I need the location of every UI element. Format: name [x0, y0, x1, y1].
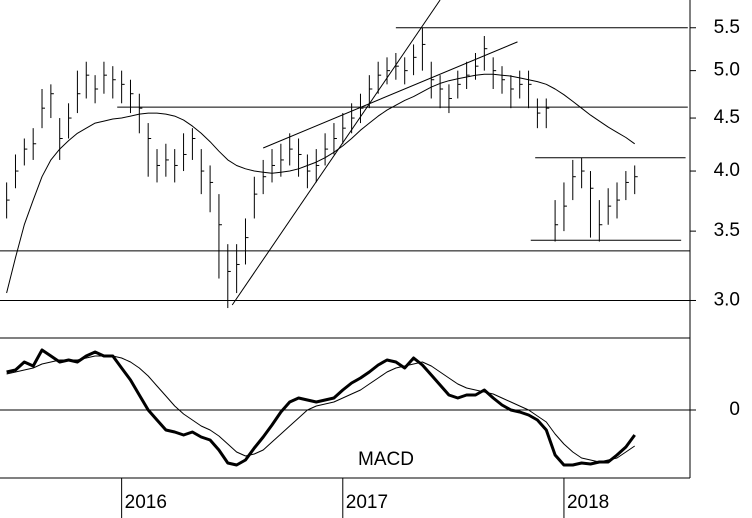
y-tick-label: 3.0	[714, 289, 740, 310]
moving-average	[6, 73, 635, 294]
x-tick-label: 2018	[567, 492, 609, 513]
y-tick-label: 5.5	[714, 17, 740, 38]
y-tick-label: 3.5	[714, 220, 740, 241]
annotation: MACD	[358, 449, 414, 470]
y-tick-label: 4.5	[714, 107, 740, 128]
y-tick-label: 0	[729, 399, 740, 420]
trend-line	[231, 0, 441, 306]
x-tick-label: 2017	[346, 492, 388, 513]
y-tick-label: 4.0	[714, 160, 740, 181]
macd-line	[6, 355, 635, 463]
x-tick-label: 2016	[125, 492, 167, 513]
y-tick-label: 5.0	[714, 60, 740, 81]
